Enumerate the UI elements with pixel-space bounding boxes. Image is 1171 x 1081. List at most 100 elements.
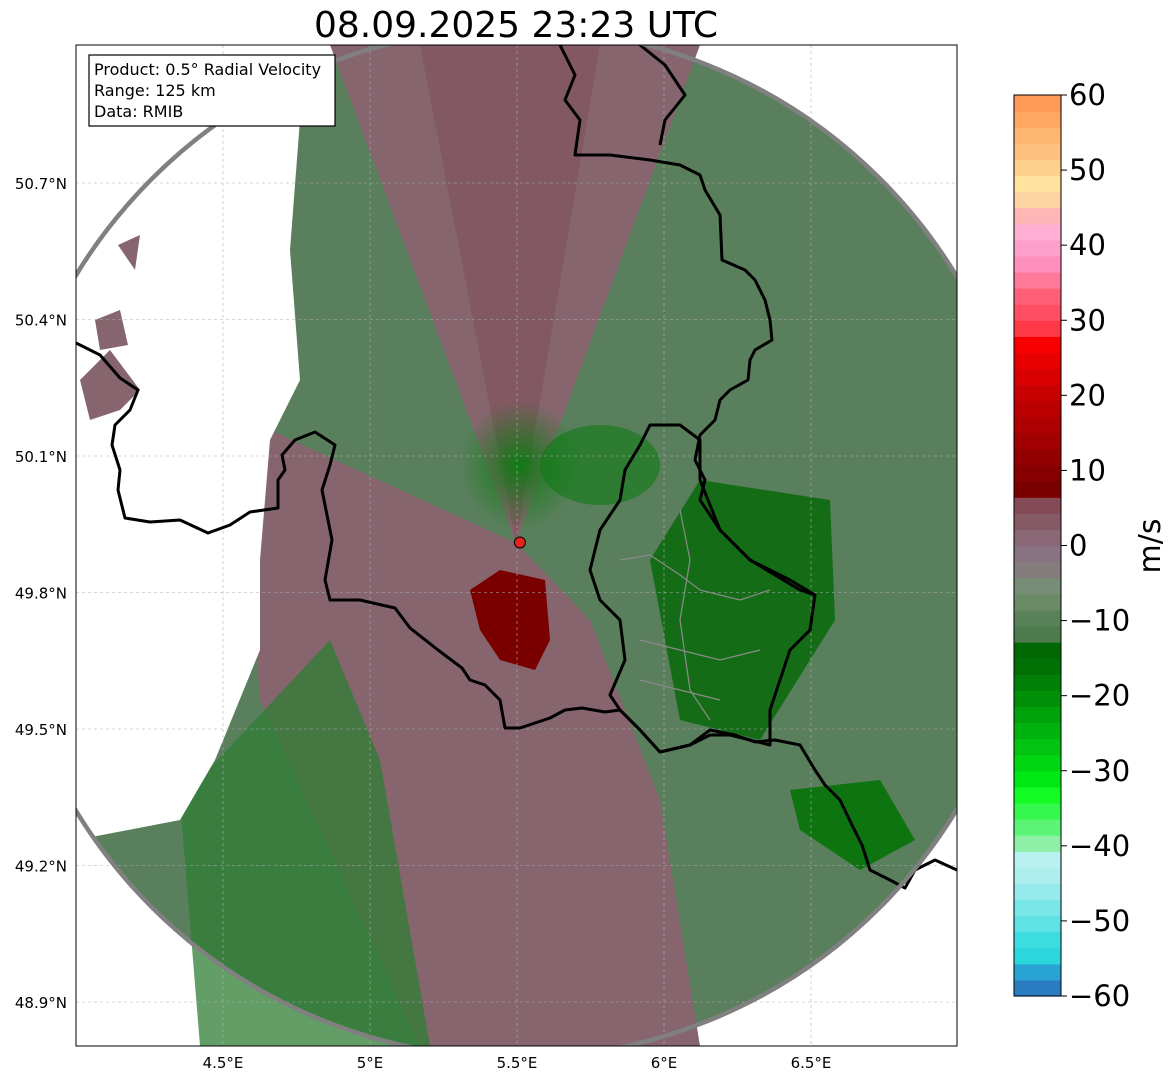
colorbar-swatch [1014,963,1061,981]
graticule [76,45,957,1046]
colorbar-swatch [1014,835,1061,852]
colorbar-swatch [1014,979,1061,997]
colorbar-tick-label: 10 [1069,453,1106,487]
lon-tick-label: 6°E [651,1054,678,1072]
map-panel [76,45,957,1046]
echo-patch-west-2 [95,310,128,350]
colorbar-swatch [1014,819,1061,836]
colorbar-tick-label: −60 [1069,979,1130,1013]
colorbar-tick-label: 20 [1069,378,1106,412]
colorbar-swatch [1014,320,1061,337]
colorbar-swatch [1014,609,1061,627]
colorbar-swatch [1014,851,1061,868]
canton-borders [619,509,771,721]
lat-tick-label: 48.9°N [15,994,67,1012]
luxembourg-border [588,423,817,754]
colorbar-swatch [1014,384,1061,402]
colorbar-swatch [1014,529,1061,547]
colorbar-swatch [1014,481,1061,498]
lat-tick-label: 50.4°N [15,312,67,330]
colorbar-swatch [1014,545,1061,563]
colorbar-swatch [1014,738,1061,756]
borders [76,45,957,890]
inbound-center-blob [460,400,580,530]
lat-tick-label: 50.7°N [15,175,67,193]
colorbar-tick-label: −20 [1069,679,1130,713]
echo-patch-west-1 [80,350,140,420]
luxembourg-germany-east [639,45,687,146]
colorbar-swatch [1014,561,1061,579]
product-label: Product: 0.5° Radial Velocity [94,60,321,79]
product-info-frame [88,54,336,127]
colorbar-swatch [1014,352,1061,370]
colorbar-tick-label: 0 [1069,529,1087,563]
colorbar-swatch [1014,770,1061,788]
colorbar-swatch [1014,625,1061,643]
colorbar-swatch [1014,271,1061,289]
colorbar-swatch [1014,207,1061,225]
colorbar-swatch [1014,947,1061,965]
figure-title: 08.09.2025 23:23 UTC [314,5,718,46]
colorbar-tick-label: 40 [1069,228,1106,262]
colorbar-swatch [1014,931,1061,949]
lon-tick-label: 5°E [357,1054,384,1072]
belgium-germany-border [558,45,816,597]
lon-tick-labels: 4.5°E 5°E 5.5°E 6°E 6.5°E [203,1054,832,1072]
colorbar-swatch [1014,593,1061,611]
colorbar-swatch [1014,239,1061,257]
echo-patch-west-3 [118,235,140,270]
outbound-north-core [420,45,600,543]
colorbar-swatch [1014,127,1061,144]
radar-site-marker [513,536,526,549]
data-source-label: Data: RMIB [94,102,183,121]
colorbar-swatch [1014,111,1061,128]
colorbar-swatch [1014,754,1061,772]
colorbar-swatch [1014,95,1061,112]
colorbar-tick-label: −40 [1069,829,1130,863]
colorbar-swatch [1014,288,1061,305]
range-label: Range: 125 km [94,81,216,100]
no-data-west [76,45,330,840]
colorbar-tick-labels: 60 50 40 30 20 10 0 −10 −20 −30 −40 −50 −60 [1061,78,1130,1013]
product-info-box: Product: 0.5° Radial Velocity Range: 125… [88,54,336,127]
colorbar-swatch [1014,706,1061,724]
colorbar-swatch [1014,577,1061,595]
colorbar-unit-label: m/s [1133,519,1168,574]
colorbar: 60 50 40 30 20 10 0 −10 −20 −30 −40 −50 −60 m/s [1013,78,1168,1013]
colorbar-swatch [1014,899,1061,917]
lon-tick-label: 6.5°E [791,1054,832,1072]
colorbar-swatch [1014,786,1061,804]
colorbar-swatch [1014,159,1061,177]
colorbar-tick-label: 60 [1069,78,1106,112]
colorbar-swatch [1014,400,1061,418]
colorbar-tick-label: −10 [1069,604,1130,638]
echo-patch-north-1 [370,90,420,140]
colorbar-tick-label: 50 [1069,153,1106,187]
colorbar-swatch [1014,255,1061,273]
colorbar-swatch [1014,223,1061,241]
colorbar-swatch [1014,883,1061,901]
colorbar-swatch [1014,448,1061,466]
colorbar-swatch [1014,915,1061,933]
colorbar-swatch [1014,642,1061,659]
colorbar-swatch [1014,802,1061,820]
france-belgium-border [76,341,957,890]
colorbar-swatch [1014,722,1061,740]
colorbar-swatch [1014,658,1061,675]
colorbar-swatch [1014,175,1061,193]
colorbar-swatch [1014,497,1061,514]
colorbar-tick-label: 30 [1069,303,1106,337]
inbound-east-core [650,480,835,740]
outbound-strong-core [470,570,550,670]
colorbar-swatch [1014,690,1061,707]
colorbar-swatch [1014,465,1061,482]
colorbar-swatch [1014,368,1061,386]
inbound-southwest-band [180,640,430,1046]
colorbar-swatch [1014,867,1061,884]
inbound-center-blob-east [540,425,660,505]
colorbar-swatch [1014,513,1061,531]
colorbar-tick-label: −50 [1069,904,1130,938]
colorbar-swatch [1014,416,1061,434]
canton-line-3 [679,509,711,721]
